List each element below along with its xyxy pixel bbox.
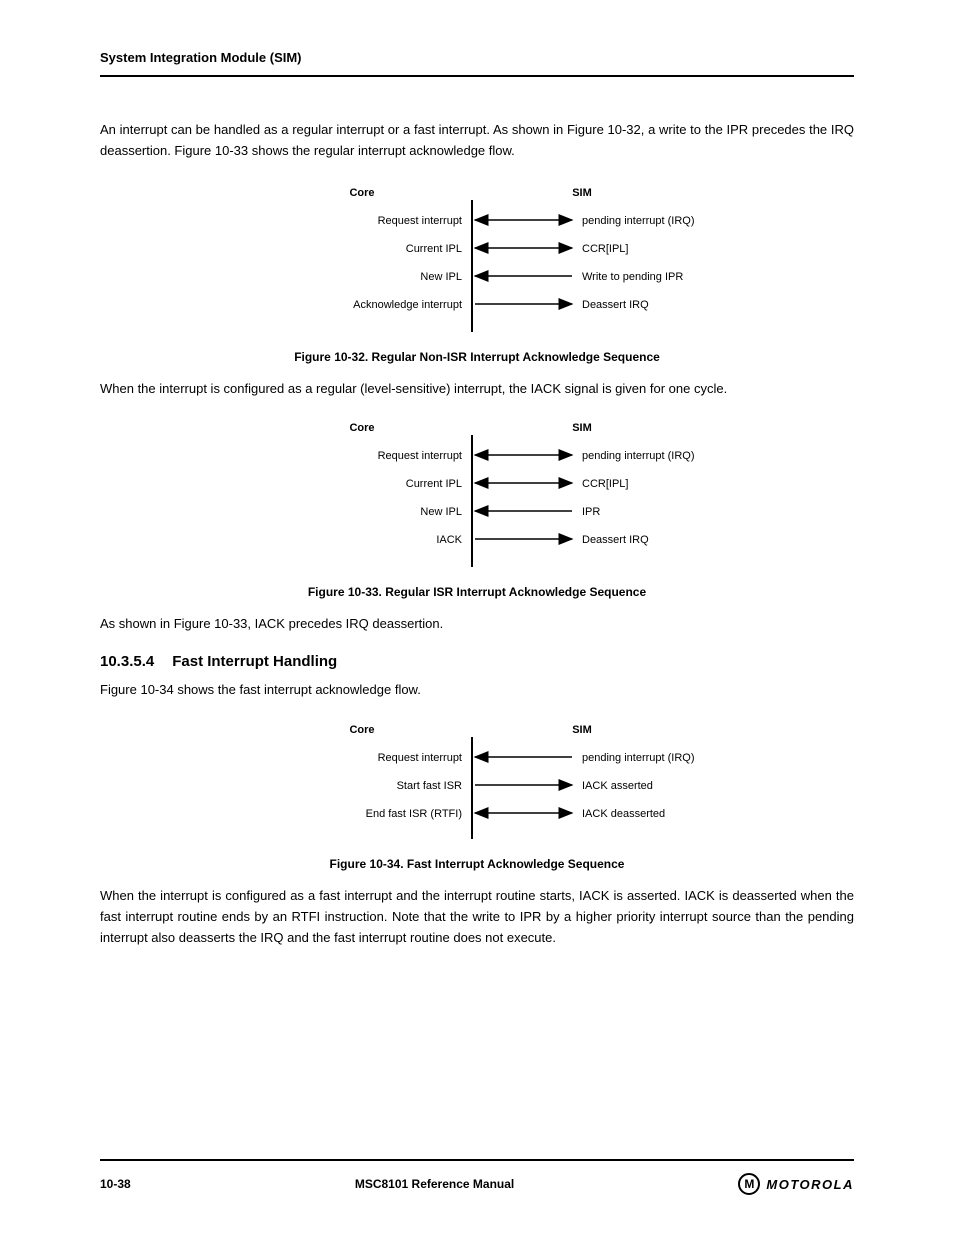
section-number: 10.3.5.4 bbox=[100, 653, 154, 670]
svg-text:Request interrupt: Request interrupt bbox=[378, 215, 462, 227]
motorola-text: MOTOROLA bbox=[766, 1177, 854, 1192]
svg-text:Request interrupt: Request interrupt bbox=[378, 450, 462, 462]
svg-text:Current IPL: Current IPL bbox=[406, 478, 462, 490]
svg-text:New IPL: New IPL bbox=[420, 271, 462, 283]
header: System Integration Module (SIM) bbox=[100, 50, 854, 77]
svg-text:End fast ISR (RTFI): End fast ISR (RTFI) bbox=[366, 808, 462, 820]
svg-text:SIM: SIM bbox=[572, 724, 592, 736]
figure-10-32-svg: Core SIM Request interrupt pending inter… bbox=[227, 182, 727, 342]
figure-10-33-caption: Figure 10-33. Regular ISR Interrupt Ackn… bbox=[100, 585, 854, 599]
svg-text:IPR: IPR bbox=[582, 506, 600, 518]
svg-text:Core: Core bbox=[349, 187, 374, 199]
svg-text:Acknowledge interrupt: Acknowledge interrupt bbox=[353, 299, 462, 311]
motorola-logo: M MOTOROLA bbox=[738, 1173, 854, 1195]
svg-text:Core: Core bbox=[349, 422, 374, 434]
figure-10-33: Core SIM Request interrupt pending inter… bbox=[100, 417, 854, 599]
para-4: Figure 10-34 shows the fast interrupt ac… bbox=[100, 680, 854, 701]
figure-10-34-caption: Figure 10-34. Fast Interrupt Acknowledge… bbox=[100, 857, 854, 871]
section-title: Fast Interrupt Handling bbox=[172, 653, 337, 670]
svg-text:pending interrupt (IRQ): pending interrupt (IRQ) bbox=[582, 752, 695, 764]
para-5: When the interrupt is configured as a fa… bbox=[100, 886, 854, 948]
svg-text:Deassert IRQ: Deassert IRQ bbox=[582, 534, 649, 546]
footer-title: MSC8101 Reference Manual bbox=[355, 1177, 514, 1191]
breadcrumb: System Integration Module (SIM) bbox=[100, 50, 854, 65]
svg-text:pending interrupt (IRQ): pending interrupt (IRQ) bbox=[582, 215, 695, 227]
svg-text:pending interrupt (IRQ): pending interrupt (IRQ) bbox=[582, 450, 695, 462]
svg-text:CCR[IPL]: CCR[IPL] bbox=[582, 478, 628, 490]
svg-text:Deassert IRQ: Deassert IRQ bbox=[582, 299, 649, 311]
svg-text:CCR[IPL]: CCR[IPL] bbox=[582, 243, 628, 255]
figure-10-34: Core SIM Request interrupt pending inter… bbox=[100, 719, 854, 871]
footer: 10-38 MSC8101 Reference Manual M MOTOROL… bbox=[100, 1159, 854, 1195]
svg-text:Start fast ISR: Start fast ISR bbox=[397, 780, 462, 792]
para-2: When the interrupt is configured as a re… bbox=[100, 379, 854, 400]
svg-text:IACK asserted: IACK asserted bbox=[582, 780, 653, 792]
svg-text:SIM: SIM bbox=[572, 422, 592, 434]
svg-text:Write to pending IPR: Write to pending IPR bbox=[582, 271, 683, 283]
figure-10-32: Core SIM Request interrupt pending inter… bbox=[100, 182, 854, 364]
svg-text:Current IPL: Current IPL bbox=[406, 243, 462, 255]
svg-text:IACK: IACK bbox=[436, 534, 462, 546]
motorola-m-icon: M bbox=[738, 1173, 760, 1195]
figure-10-33-svg: Core SIM Request interrupt pending inter… bbox=[227, 417, 727, 577]
svg-text:Request interrupt: Request interrupt bbox=[378, 752, 462, 764]
intro-paragraph: An interrupt can be handled as a regular… bbox=[100, 120, 854, 162]
page-number: 10-38 bbox=[100, 1177, 131, 1191]
figure-10-34-svg: Core SIM Request interrupt pending inter… bbox=[227, 719, 727, 849]
section-heading: 10.3.5.4 Fast Interrupt Handling bbox=[100, 653, 854, 670]
figure-10-32-caption: Figure 10-32. Regular Non-ISR Interrupt … bbox=[100, 350, 854, 364]
svg-text:New IPL: New IPL bbox=[420, 506, 462, 518]
svg-text:IACK deasserted: IACK deasserted bbox=[582, 808, 665, 820]
svg-text:SIM: SIM bbox=[572, 187, 592, 199]
main-content: An interrupt can be handled as a regular… bbox=[100, 120, 854, 966]
para-3: As shown in Figure 10-33, IACK precedes … bbox=[100, 614, 854, 635]
svg-text:Core: Core bbox=[349, 724, 374, 736]
